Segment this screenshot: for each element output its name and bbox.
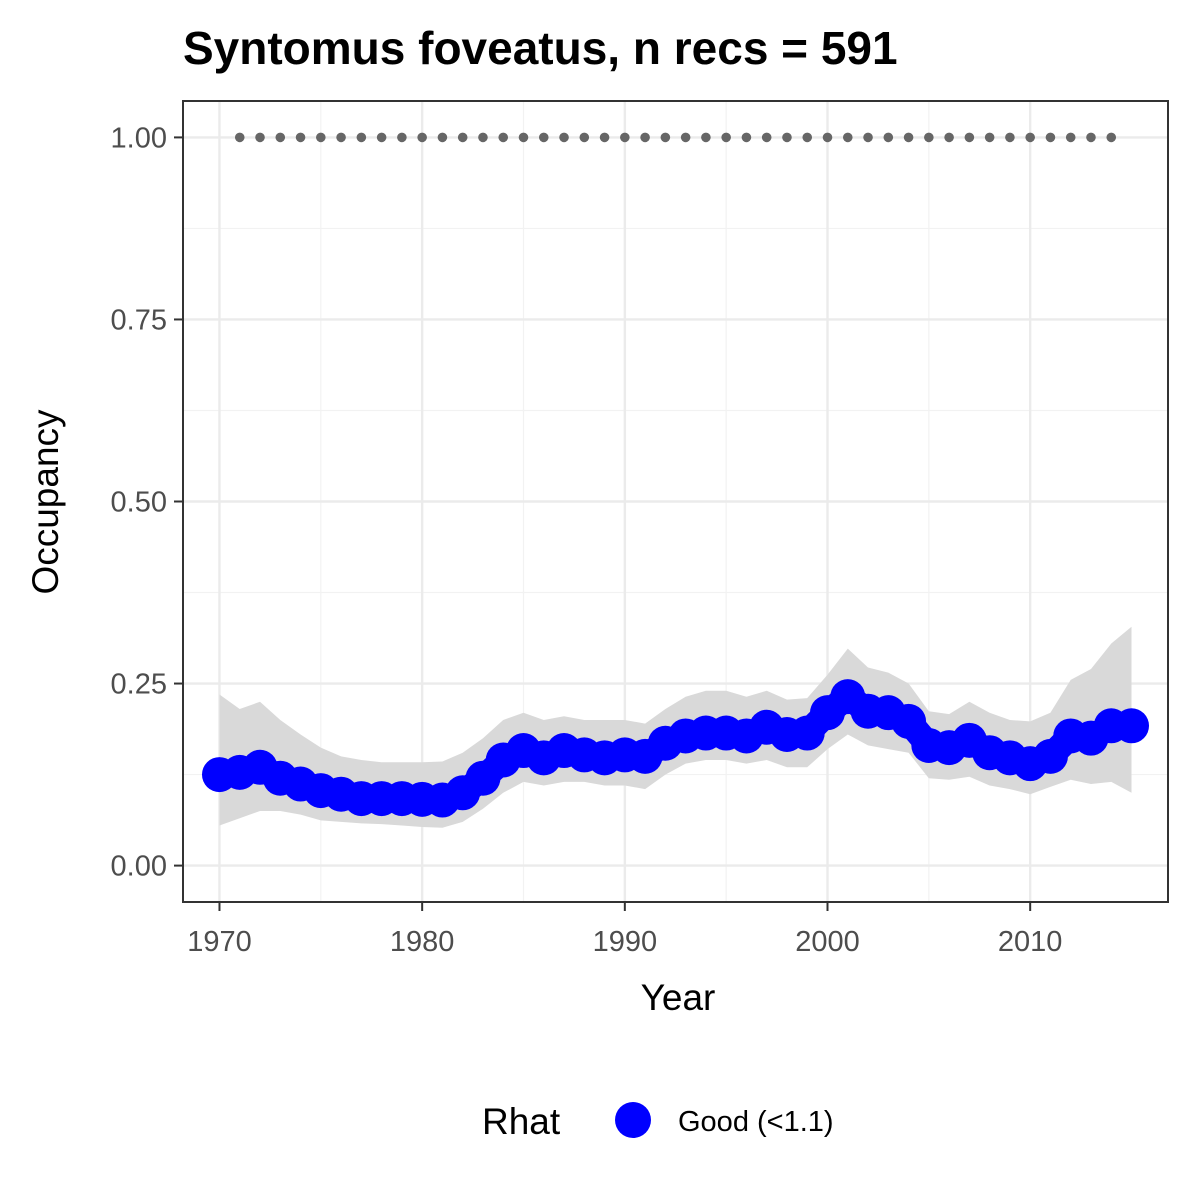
reference-point [599, 132, 610, 143]
reference-point [721, 132, 731, 143]
y-axis: 0.00 0.25 0.50 0.75 1.00 [111, 122, 183, 883]
legend-title: Rhat [482, 1101, 561, 1142]
reference-point [275, 132, 286, 143]
reference-point [680, 132, 691, 143]
reference-points [234, 132, 1117, 143]
reference-point [802, 132, 813, 143]
reference-point [295, 132, 306, 143]
occupancy-series [201, 679, 1150, 818]
reference-point [1025, 132, 1035, 143]
x-tick-label: 2010 [998, 926, 1063, 958]
y-axis-title: Occupancy [25, 409, 66, 595]
reference-point [944, 132, 954, 143]
reference-point [1086, 132, 1096, 143]
reference-point [457, 132, 468, 143]
reference-point [842, 132, 853, 143]
reference-point [984, 132, 995, 143]
reference-point [1005, 132, 1015, 143]
reference-point [559, 132, 569, 143]
reference-point [761, 132, 772, 143]
x-tick-label: 2000 [795, 926, 860, 958]
reference-point [478, 132, 488, 143]
reference-point [336, 132, 346, 143]
reference-point [316, 132, 326, 143]
x-axis: 1970 1980 1990 2000 2010 [187, 902, 1062, 958]
y-tick-label: 0.50 [111, 487, 167, 519]
reference-point [903, 132, 914, 143]
chart-title: Syntomus foveatus, n recs = 591 [183, 22, 898, 74]
reference-point [863, 132, 873, 143]
reference-point [822, 132, 833, 143]
reference-point [397, 132, 407, 143]
reference-point [255, 132, 265, 143]
reference-point [579, 132, 590, 143]
reference-point [640, 132, 650, 143]
x-tick-label: 1990 [593, 926, 658, 958]
y-tick-label: 0.00 [111, 851, 167, 883]
reference-point [498, 132, 509, 143]
reference-point [234, 132, 245, 143]
y-tick-label: 0.75 [111, 304, 167, 336]
reference-point [924, 132, 934, 143]
legend-label-good: Good (<1.1) [678, 1106, 834, 1138]
reference-point [417, 132, 427, 143]
reference-point [437, 132, 448, 143]
reference-point [620, 132, 630, 143]
reference-point [1045, 132, 1056, 143]
x-tick-label: 1970 [187, 926, 252, 958]
legend-key-good [615, 1102, 651, 1138]
reference-point [1065, 132, 1076, 143]
reference-point [538, 132, 549, 143]
y-tick-label: 1.00 [111, 122, 167, 154]
reference-point [782, 132, 792, 143]
reference-point [518, 132, 529, 143]
reference-point [741, 132, 752, 143]
reference-point [376, 132, 387, 143]
legend: Rhat Good (<1.1) [482, 1101, 834, 1142]
reference-point [1106, 132, 1117, 143]
reference-point [356, 132, 367, 143]
occupancy-point [1114, 708, 1150, 744]
reference-point [701, 132, 711, 143]
y-tick-label: 0.25 [111, 669, 167, 701]
reference-point [964, 132, 975, 143]
x-axis-title: Year [641, 977, 716, 1018]
x-tick-label: 1980 [390, 926, 455, 958]
reference-point [660, 132, 671, 143]
reference-point [883, 132, 894, 143]
occupancy-point [891, 703, 927, 739]
